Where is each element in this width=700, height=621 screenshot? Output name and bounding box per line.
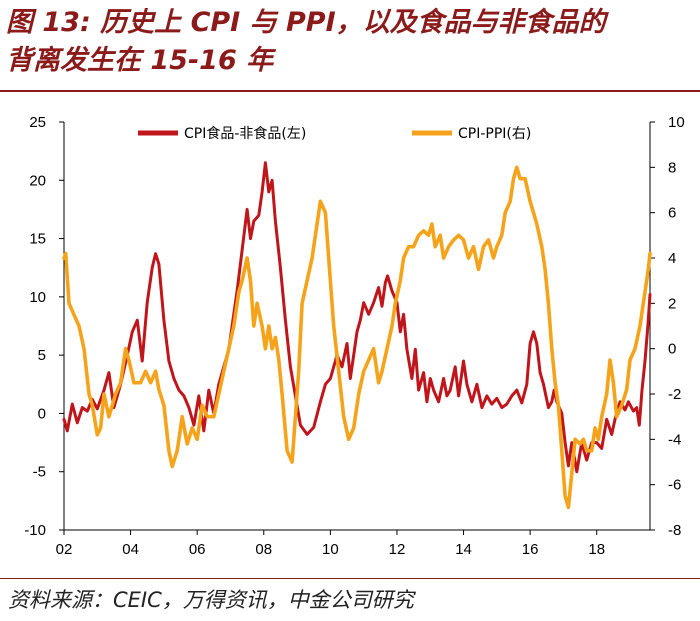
chart-title: 图 13: 历史上 CPI 与 PPI，以及食品与非食品的 背离发生在 15-1…: [6, 4, 696, 80]
right-tick-label: 8: [668, 159, 676, 176]
right-tick-label: -2: [668, 386, 681, 403]
x-tick-label: 12: [389, 541, 406, 558]
legend-label-1: CPI食品-非食品(左): [184, 125, 306, 142]
right-tick-label: -4: [668, 431, 681, 448]
left-tick-label: 15: [29, 231, 46, 248]
left-tick-label: 10: [29, 289, 46, 306]
x-tick-label: 06: [189, 541, 206, 558]
left-tick-label: -5: [33, 464, 46, 481]
left-tick-label: 20: [29, 172, 46, 189]
left-tick-label: -10: [24, 522, 46, 539]
right-tick-label: 0: [668, 341, 676, 358]
source-divider: [0, 578, 700, 579]
right-tick-label: 2: [668, 295, 676, 312]
legend-label-2: CPI-PPI(右): [458, 126, 531, 142]
series-line-cpi-food-minus-nonfood: [62, 161, 652, 474]
right-tick-label: 10: [668, 114, 685, 131]
chart-title-line-2: 背离发生在 15-16 年: [6, 45, 274, 76]
right-tick-label: -6: [668, 477, 681, 494]
source-note: 资料来源：CEIC，万得资讯，中金公司研究: [8, 588, 414, 612]
x-tick-label: 02: [56, 541, 73, 558]
left-tick-label: 0: [38, 405, 46, 422]
x-tick-label: 14: [455, 541, 472, 558]
x-tick-label: 04: [122, 541, 139, 558]
x-tick-label: 16: [522, 541, 539, 558]
x-tick-label: 08: [255, 541, 272, 558]
x-tick-label: 10: [322, 541, 339, 558]
series-line-cpi-minus-ppi: [62, 165, 652, 510]
right-tick-label: 6: [668, 205, 676, 222]
left-tick-label: 25: [29, 114, 46, 131]
left-tick-label: 5: [38, 347, 46, 364]
x-tick-label: 18: [588, 541, 605, 558]
chart-title-line-1: 图 13: 历史上 CPI 与 PPI，以及食品与非食品的: [6, 7, 606, 38]
right-tick-label: -8: [668, 522, 681, 539]
title-divider: [0, 90, 700, 92]
right-tick-label: 4: [668, 250, 676, 267]
